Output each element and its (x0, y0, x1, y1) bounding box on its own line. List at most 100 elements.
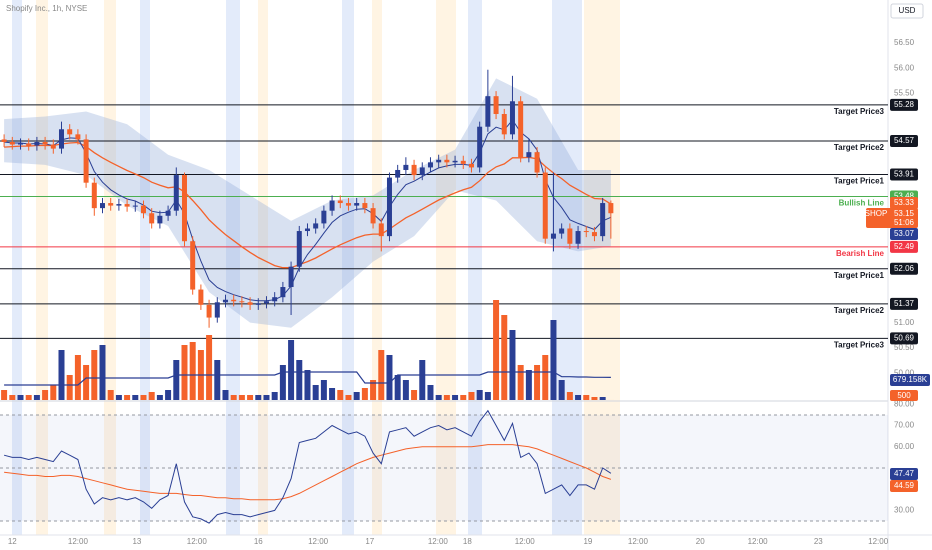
candle-body (296, 231, 302, 267)
candle-body (42, 141, 48, 145)
candle-body (436, 159, 442, 163)
candle-body (157, 215, 163, 224)
candle-body (534, 152, 540, 173)
x-tick-label: 12:00 (187, 537, 208, 546)
x-tick-label: 20 (696, 537, 705, 546)
candle-body (427, 162, 433, 168)
currency[interactable]: USD (899, 6, 916, 15)
candle-body (526, 152, 532, 158)
session-stripe (584, 0, 620, 535)
volume-bar (124, 395, 131, 400)
volume-bar (452, 395, 459, 400)
candle-body (345, 203, 351, 206)
volume-bar (214, 360, 221, 400)
candle-body (214, 302, 220, 318)
candle-body (58, 129, 64, 149)
candle-body (559, 228, 565, 234)
candle-body (263, 301, 269, 304)
candle-body (83, 139, 89, 183)
level-price: 54.57 (894, 136, 915, 145)
candle-body (509, 101, 515, 135)
candle-body (17, 143, 23, 145)
candle-body (313, 223, 319, 229)
x-tick-label: 12:00 (68, 537, 89, 546)
level-label: Target Price3 (834, 107, 885, 116)
candle-body (173, 175, 179, 211)
volume-bar (132, 395, 139, 400)
candle-body (288, 266, 294, 288)
level-price-box (890, 332, 918, 345)
candle-body (575, 231, 581, 244)
candle-body (231, 299, 237, 302)
volume-bar (583, 395, 590, 400)
volume-bar (247, 395, 254, 400)
x-tick-label: 12:00 (628, 537, 649, 546)
candle-body (329, 200, 335, 211)
currency-button[interactable] (890, 3, 924, 19)
candle-body (255, 303, 261, 305)
candle-body (280, 287, 286, 298)
candle-body (50, 144, 56, 149)
volume-bar (1, 390, 8, 400)
rsi-ma-last: 44.59 (894, 481, 915, 490)
volume-bar (66, 375, 73, 400)
volume-bar (460, 395, 467, 400)
ma-fast-last: 53.07 (894, 229, 915, 238)
volume-bar (181, 345, 188, 400)
candle-body (140, 205, 146, 214)
candle-body (34, 141, 40, 146)
volume-bar (591, 397, 598, 400)
ma-slow-line (4, 141, 612, 269)
x-tick-label: 17 (365, 537, 374, 546)
candle-body (149, 213, 155, 224)
candle-body (165, 210, 171, 216)
level-label: Target Price1 (834, 271, 885, 280)
volume-bar (165, 390, 172, 400)
chart-title: Shopify Inc., 1h, NYSE (6, 4, 87, 13)
volume-bar (402, 380, 409, 400)
candle-body (198, 289, 204, 305)
volume-bar (525, 370, 532, 400)
x-tick-label: 12:00 (308, 537, 329, 546)
candle-body (452, 160, 458, 163)
volume-bar (345, 395, 352, 400)
volume-bar (353, 392, 360, 400)
volume-bar (206, 335, 213, 400)
last-price: 53.15 (894, 209, 915, 218)
volume-bar (378, 350, 385, 400)
y-tick-label: 56.00 (894, 63, 915, 72)
level-price-box (890, 240, 918, 253)
volume-bar (599, 397, 606, 400)
volume-bar (361, 388, 368, 400)
volume-bar (509, 330, 516, 400)
candle-body (419, 167, 425, 176)
volume-bar (115, 395, 122, 400)
rsi-last: 47.47 (894, 469, 915, 478)
volume-bar (9, 395, 16, 400)
x-tick-label: 13 (132, 537, 141, 546)
session-stripe (258, 0, 268, 535)
volume-bar (222, 390, 229, 400)
volume-bar (386, 355, 393, 400)
countdown: 51:06 (894, 218, 915, 227)
level-label: Bullish Line (839, 199, 885, 208)
volume-bar (74, 355, 81, 400)
candle-body (190, 241, 196, 290)
volume-bar (148, 392, 155, 400)
ma-fast-line (4, 119, 612, 302)
volume-bar (17, 395, 24, 400)
x-tick-label: 18 (463, 537, 472, 546)
session-stripe (12, 0, 22, 535)
volume-ma-box (890, 374, 930, 386)
candle-body (386, 177, 392, 237)
candle-body (550, 233, 556, 239)
volume-bar (534, 365, 541, 400)
level-label: Target Price2 (834, 143, 885, 152)
volume-bar (279, 365, 286, 400)
candle-body (272, 297, 278, 302)
x-tick-label: 23 (814, 537, 823, 546)
level-price-box (890, 297, 918, 310)
volume-bar (558, 380, 565, 400)
candle-body (321, 210, 327, 224)
volume-bar (411, 390, 418, 400)
